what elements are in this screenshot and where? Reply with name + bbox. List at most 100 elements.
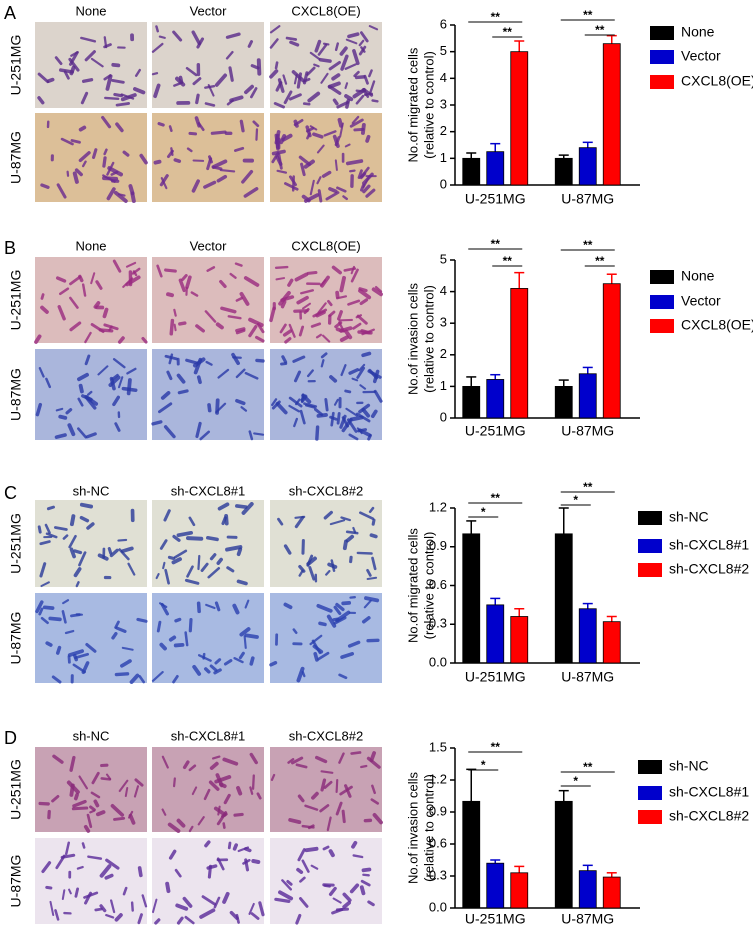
- cell: [271, 398, 278, 407]
- cell: [81, 78, 94, 83]
- cell: [288, 404, 301, 413]
- column-label: sh-CXCL8#2: [289, 483, 363, 498]
- cell: [133, 785, 140, 798]
- cell: [232, 603, 240, 615]
- cell: [86, 522, 95, 530]
- y-tick-label: 1: [440, 150, 447, 165]
- cell: [315, 425, 320, 441]
- legend-swatch: [650, 75, 674, 89]
- cell: [77, 427, 88, 439]
- y-axis-label: No.of invasion cells: [405, 283, 420, 395]
- cell: [318, 621, 327, 627]
- cell: [90, 791, 101, 799]
- cell: [97, 365, 109, 376]
- cell: [274, 265, 289, 270]
- cell: [216, 557, 223, 565]
- cell: [102, 174, 116, 183]
- cell: [110, 899, 116, 914]
- cell: [40, 305, 49, 314]
- cell: [338, 752, 345, 764]
- cell: [70, 139, 81, 144]
- cell: [216, 174, 228, 183]
- micrograph: [152, 500, 264, 587]
- cell: [302, 302, 311, 310]
- cell: [244, 633, 259, 639]
- y-tick-label: 0: [440, 409, 447, 424]
- cell: [316, 144, 325, 154]
- cell: [295, 913, 302, 925]
- cell: [270, 773, 276, 781]
- cell: [248, 430, 254, 441]
- cell: [280, 295, 295, 302]
- cell: [208, 780, 220, 791]
- cell: [293, 370, 302, 383]
- cell: [172, 30, 183, 42]
- cell: [205, 360, 213, 366]
- cell: [59, 68, 74, 74]
- cell: [226, 99, 234, 106]
- y-axis-label: No.of migrated cells: [405, 528, 420, 643]
- y-tick-label: 0.3: [429, 867, 447, 882]
- cell: [174, 617, 182, 623]
- cell: [351, 377, 359, 382]
- cell: [122, 886, 128, 896]
- cell: [318, 57, 332, 63]
- significance-label: **: [491, 237, 501, 251]
- cell: [345, 38, 358, 45]
- cell: [341, 809, 346, 824]
- cell: [320, 359, 325, 368]
- y-tick-label: 1: [440, 378, 447, 393]
- cell: [191, 786, 198, 796]
- cell: [74, 168, 83, 177]
- cell: [222, 891, 230, 904]
- cell: [175, 76, 186, 87]
- cell: [83, 824, 91, 833]
- y-tick-label: 1.2: [429, 771, 447, 786]
- cell: [356, 314, 368, 325]
- cell: [358, 363, 366, 372]
- legend-label: sh-NC: [669, 758, 709, 774]
- y-tick-label: 2: [440, 123, 447, 138]
- cell: [98, 328, 114, 333]
- cell: [325, 191, 340, 201]
- cell: [332, 897, 342, 904]
- cell: [81, 394, 93, 402]
- cell: [49, 900, 55, 916]
- cell: [204, 840, 211, 848]
- micrograph: [152, 838, 264, 924]
- cell: [282, 74, 288, 85]
- significance-label: **: [583, 480, 593, 494]
- cell: [78, 551, 87, 567]
- cell: [121, 646, 134, 651]
- cell: [217, 368, 230, 379]
- cell: [340, 652, 355, 659]
- cell: [176, 531, 193, 538]
- cell: [301, 824, 315, 829]
- cell: [184, 578, 200, 585]
- bar: [462, 385, 481, 419]
- cell: [342, 892, 352, 903]
- cell: [360, 166, 370, 178]
- cell: [317, 189, 323, 203]
- cell: [115, 102, 131, 107]
- cell: [120, 659, 132, 668]
- panel-letter: C: [4, 483, 17, 503]
- cell: [35, 600, 44, 614]
- cell: [366, 756, 381, 769]
- cell: [229, 910, 239, 920]
- cell: [349, 118, 364, 128]
- cell: [55, 854, 66, 870]
- cell: [368, 368, 379, 380]
- significance-label: **: [491, 491, 501, 505]
- cell: [39, 540, 51, 546]
- cell: [168, 635, 177, 642]
- cell: [248, 317, 264, 327]
- cell: [281, 355, 288, 364]
- cell: [243, 276, 260, 287]
- cell: [77, 372, 89, 382]
- cell: [348, 433, 359, 441]
- significance-label: **: [595, 254, 605, 268]
- cell: [256, 58, 262, 76]
- cell: [324, 397, 329, 412]
- cell: [90, 57, 104, 68]
